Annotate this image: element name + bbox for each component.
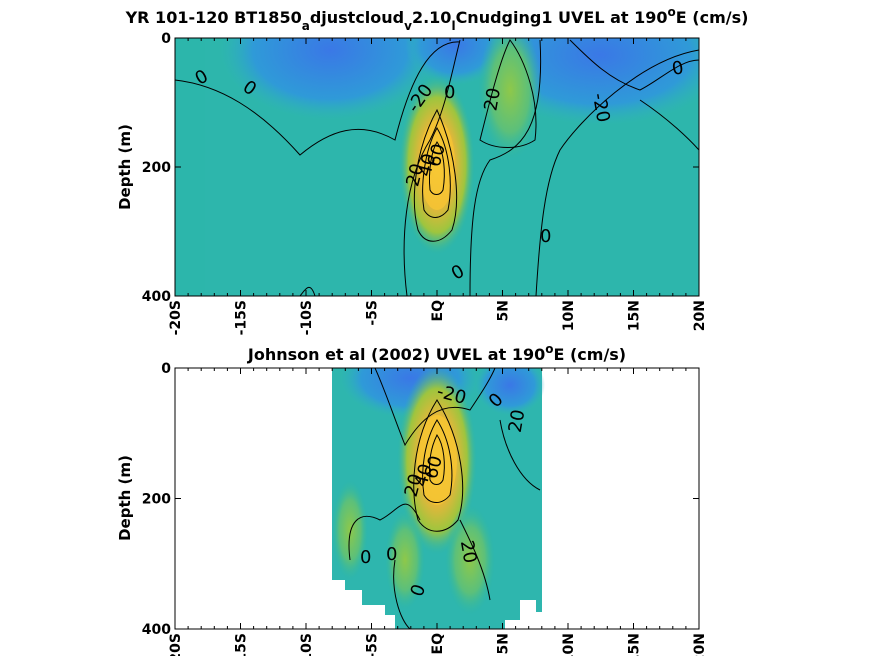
panel-1-contour-label: 0 — [540, 226, 551, 247]
panel-2-x-tick-label: 10N — [561, 633, 577, 656]
panel-1-x-tick-label: 15N — [627, 300, 643, 331]
panel-2-contour-label: 0 — [360, 547, 371, 568]
panel-1-contour-label: 0 — [670, 57, 685, 80]
panel-2-x-tick-label: -20S — [168, 633, 184, 656]
panel-1-x-tick-label: -10S — [299, 300, 315, 335]
panel-1: YR 101-120 BT1850adjustcloudv2.10lCnudgi… — [116, 5, 749, 335]
panel-2-x-tick-label: 5N — [496, 633, 512, 654]
panel-2-title: Johnson et al (2002) UVEL at 190oE (cm/s… — [247, 342, 626, 364]
panel-2-x-tick-label: EQ — [430, 633, 446, 655]
panel-2-y-tick-label: 0 — [161, 361, 171, 377]
panel-1-contour-label: 20 — [480, 86, 505, 112]
panel-2-x-tick-label: -5S — [365, 633, 381, 656]
panel-1-y-tick-label: 400 — [142, 289, 171, 305]
panel-2-contour-label: 20 — [456, 539, 481, 565]
panel-2-contour-label: 0 — [386, 544, 397, 565]
panel-2-x-tick-label: -10S — [299, 633, 315, 656]
panel-1-y-tick-label: 0 — [161, 31, 171, 47]
panel-2-ylabel: Depth (m) — [116, 455, 134, 541]
panel-1-x-tick-label: -5S — [365, 300, 381, 326]
panel-2-field: -20 0 20 20 40 60 0 0 20 0 — [332, 368, 545, 629]
panel-2-contours — [348, 368, 541, 629]
panel-1-y-tick-label: 200 — [142, 160, 171, 176]
panel-1-contours — [175, 39, 699, 296]
panel-2-x-tick-label: 20N — [692, 633, 708, 656]
panel-1-contour-label: -20 — [588, 91, 614, 124]
panel-2-contour-label: 20 — [505, 408, 530, 434]
panel-1-x-tick-label: EQ — [430, 300, 446, 322]
panel-1-x-tick-label: 5N — [496, 300, 512, 321]
panel-2-x-tick-label: -15S — [234, 633, 250, 656]
panel-1-contour-label: 0 — [444, 82, 455, 103]
panel-2-y-tick-label: 200 — [142, 492, 171, 508]
panel-1-x-tick-label: -20S — [168, 300, 184, 335]
panel-2: Johnson et al (2002) UVEL at 190oE (cm/s… — [116, 342, 708, 656]
panel-1-field: 0 0 -20 0 20 -20 0 20 40 60 0 0 — [175, 38, 699, 296]
panel-1-x-tick-label: 20N — [692, 300, 708, 331]
panel-1-x-tick-label: -15S — [234, 300, 250, 335]
panel-1-ylabel: Depth (m) — [116, 124, 134, 210]
panel-1-title: YR 101-120 BT1850adjustcloudv2.10lCnudgi… — [125, 5, 749, 33]
panel-2-x-tick-label: 15N — [627, 633, 643, 656]
panel-2-y-tick-label: 400 — [142, 622, 171, 638]
panel-1-x-tick-label: 10N — [561, 300, 577, 331]
